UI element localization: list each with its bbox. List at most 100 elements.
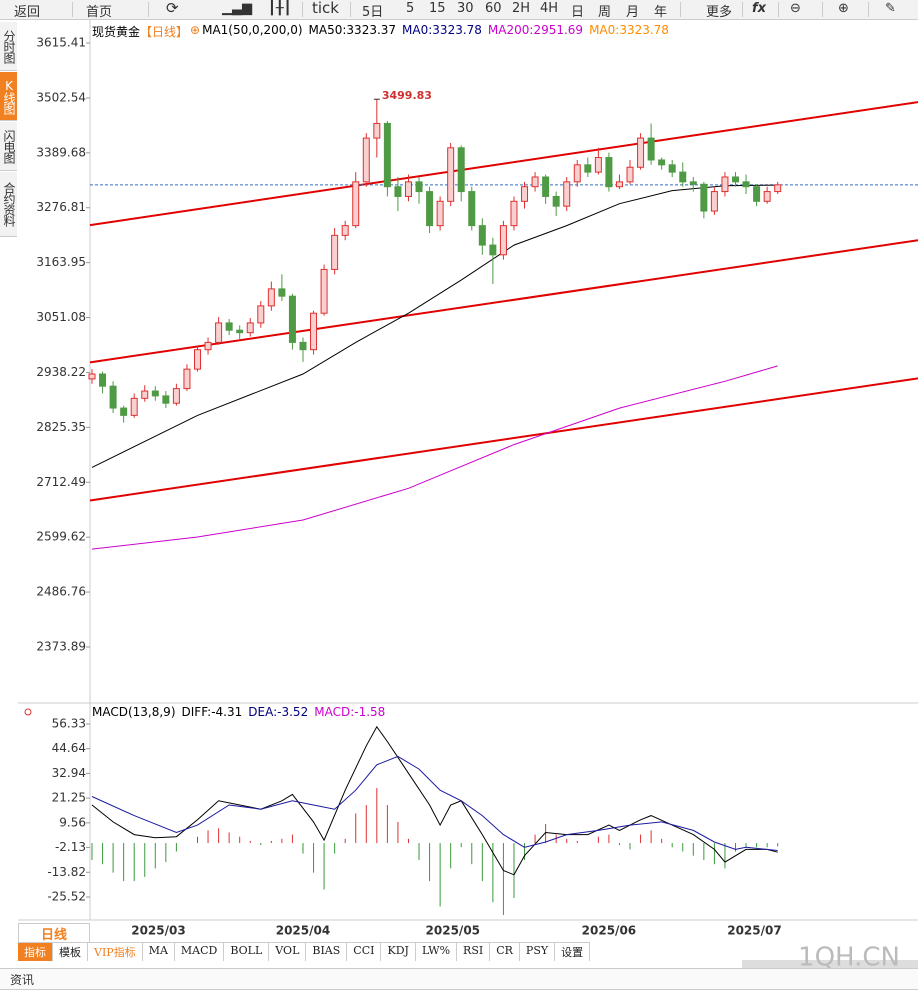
- fx-icon[interactable]: fx: [752, 1, 767, 16]
- y-tick-label: -25.52: [47, 889, 86, 903]
- tool-button[interactable]: 4H: [540, 1, 559, 16]
- tool-button[interactable]: 5日: [362, 5, 384, 20]
- candle-body: [267, 288, 275, 307]
- indicator-tab[interactable]: 设置: [555, 943, 591, 961]
- price-header: 现货黄金 【日线】 ⊕ MA1(50,0,200,0) MA50:3323.37…: [92, 23, 669, 40]
- indicator-tab[interactable]: RSI: [457, 943, 491, 961]
- y-tick-label: 3615.41: [36, 36, 86, 50]
- chart-icon[interactable]: ▁▃▆: [222, 1, 252, 16]
- tool-button[interactable]: 15: [429, 1, 446, 16]
- tool-button[interactable]: tick: [312, 0, 339, 17]
- candle-body: [668, 164, 676, 173]
- news-tab[interactable]: 资讯: [10, 973, 35, 987]
- candle-body: [436, 200, 444, 227]
- candle-body: [605, 157, 613, 188]
- high-label: 3499.83: [382, 89, 432, 102]
- candle-body: [478, 225, 486, 246]
- indicator-tab[interactable]: LW%: [416, 943, 458, 961]
- y-tick-label: 56.33: [52, 716, 86, 730]
- x-tick-label: 2025/05: [426, 924, 480, 938]
- period-button[interactable]: 日线: [18, 923, 90, 943]
- tool-button[interactable]: 60: [485, 1, 502, 16]
- candle-body: [774, 184, 782, 193]
- ma-line: [91, 365, 778, 550]
- candle-body: [204, 341, 212, 351]
- tool-button[interactable]: 月: [626, 5, 640, 20]
- news-bar: 资讯: [0, 968, 918, 990]
- kline-icon[interactable]: ┃╂┃: [268, 1, 292, 16]
- indicator-tab[interactable]: CCI: [347, 943, 382, 961]
- tool-button[interactable]: 周: [598, 5, 612, 20]
- indicator-name[interactable]: MA1(50,0,200,0): [202, 23, 303, 37]
- candle-body: [172, 388, 180, 404]
- indicator-tab[interactable]: PSY: [520, 943, 556, 961]
- legend-item: DEA:-3.52: [248, 705, 308, 719]
- pen-icon[interactable]: ✎: [885, 1, 896, 16]
- candle-body: [468, 191, 476, 227]
- candle-body: [352, 181, 360, 227]
- indicator-tab[interactable]: BOLL: [224, 943, 270, 961]
- candle-body: [320, 268, 328, 314]
- tool-button[interactable]: 2H: [512, 1, 531, 16]
- indicator-tab[interactable]: MA: [143, 943, 175, 961]
- candle-body: [299, 341, 307, 351]
- y-tick-label: 2938.22: [36, 365, 86, 379]
- scrollbar[interactable]: [742, 960, 918, 968]
- legend-value: 3323.78: [432, 23, 482, 37]
- side-tab[interactable]: 合约资料: [0, 172, 17, 237]
- side-tab[interactable]: 分时图: [0, 22, 17, 71]
- candle-body: [732, 176, 740, 183]
- y-tick-label: 32.94: [52, 766, 86, 780]
- candle-body: [542, 176, 550, 197]
- tool-button[interactable]: 返回: [14, 5, 41, 20]
- candle-body: [531, 176, 539, 188]
- indicator-tab[interactable]: VIP指标: [88, 943, 143, 961]
- x-tick-label: 2025/06: [582, 924, 636, 938]
- indicator-tab[interactable]: CR: [490, 943, 520, 961]
- candle-body: [236, 329, 244, 334]
- side-tab[interactable]: K线图: [0, 72, 17, 121]
- add-icon[interactable]: ⊕: [190, 23, 201, 37]
- candle-body: [394, 186, 402, 197]
- candle-body: [510, 200, 518, 227]
- y-tick-label: 2599.62: [36, 530, 86, 544]
- tool-button[interactable]: 5: [406, 1, 415, 16]
- legend-item: MA200:2951.69: [488, 23, 583, 40]
- tool-button[interactable]: 年: [654, 5, 668, 20]
- candle-body: [415, 181, 423, 193]
- candle-body: [594, 157, 602, 173]
- indicator-icon[interactable]: [24, 708, 32, 716]
- tool-button[interactable]: 30: [457, 1, 474, 16]
- tool-button[interactable]: 日: [571, 5, 585, 20]
- y-tick-label: 3502.54: [36, 90, 86, 104]
- legend-value: -1.58: [354, 705, 386, 719]
- ma-line: [91, 184, 778, 468]
- y-tick-label: 3389.68: [36, 145, 86, 159]
- legend-label: DEA:: [248, 705, 278, 719]
- candle-body: [341, 225, 349, 236]
- zoom-in-icon[interactable]: ⊕: [838, 1, 849, 16]
- candle-body: [162, 395, 170, 404]
- side-tab[interactable]: 闪电图: [0, 122, 17, 171]
- separator: [72, 2, 73, 17]
- tool-button[interactable]: 更多: [706, 5, 733, 20]
- x-tick-label: 2025/03: [131, 924, 185, 938]
- y-tick-label: 2825.35: [36, 420, 86, 434]
- indicator-tab[interactable]: 模板: [53, 943, 88, 961]
- refresh-icon[interactable]: ⟳: [166, 0, 179, 17]
- indicator-tab[interactable]: VOL: [269, 943, 307, 961]
- indicator-tab[interactable]: KDJ: [381, 943, 416, 961]
- candle-body: [573, 164, 581, 183]
- indicator-tab[interactable]: 指标: [18, 943, 53, 961]
- macd-line: [91, 755, 778, 851]
- candle-body: [753, 186, 761, 202]
- legend-value: 3323.37: [346, 23, 397, 37]
- indicator-tab[interactable]: BIAS: [306, 943, 348, 961]
- candle-body: [215, 322, 223, 343]
- indicator-tab[interactable]: MACD: [175, 943, 225, 961]
- candle-body: [647, 137, 655, 161]
- legend-label: MA0:: [402, 23, 433, 37]
- zoom-out-icon[interactable]: ⊖: [790, 1, 801, 16]
- tool-button[interactable]: 首页: [86, 5, 113, 20]
